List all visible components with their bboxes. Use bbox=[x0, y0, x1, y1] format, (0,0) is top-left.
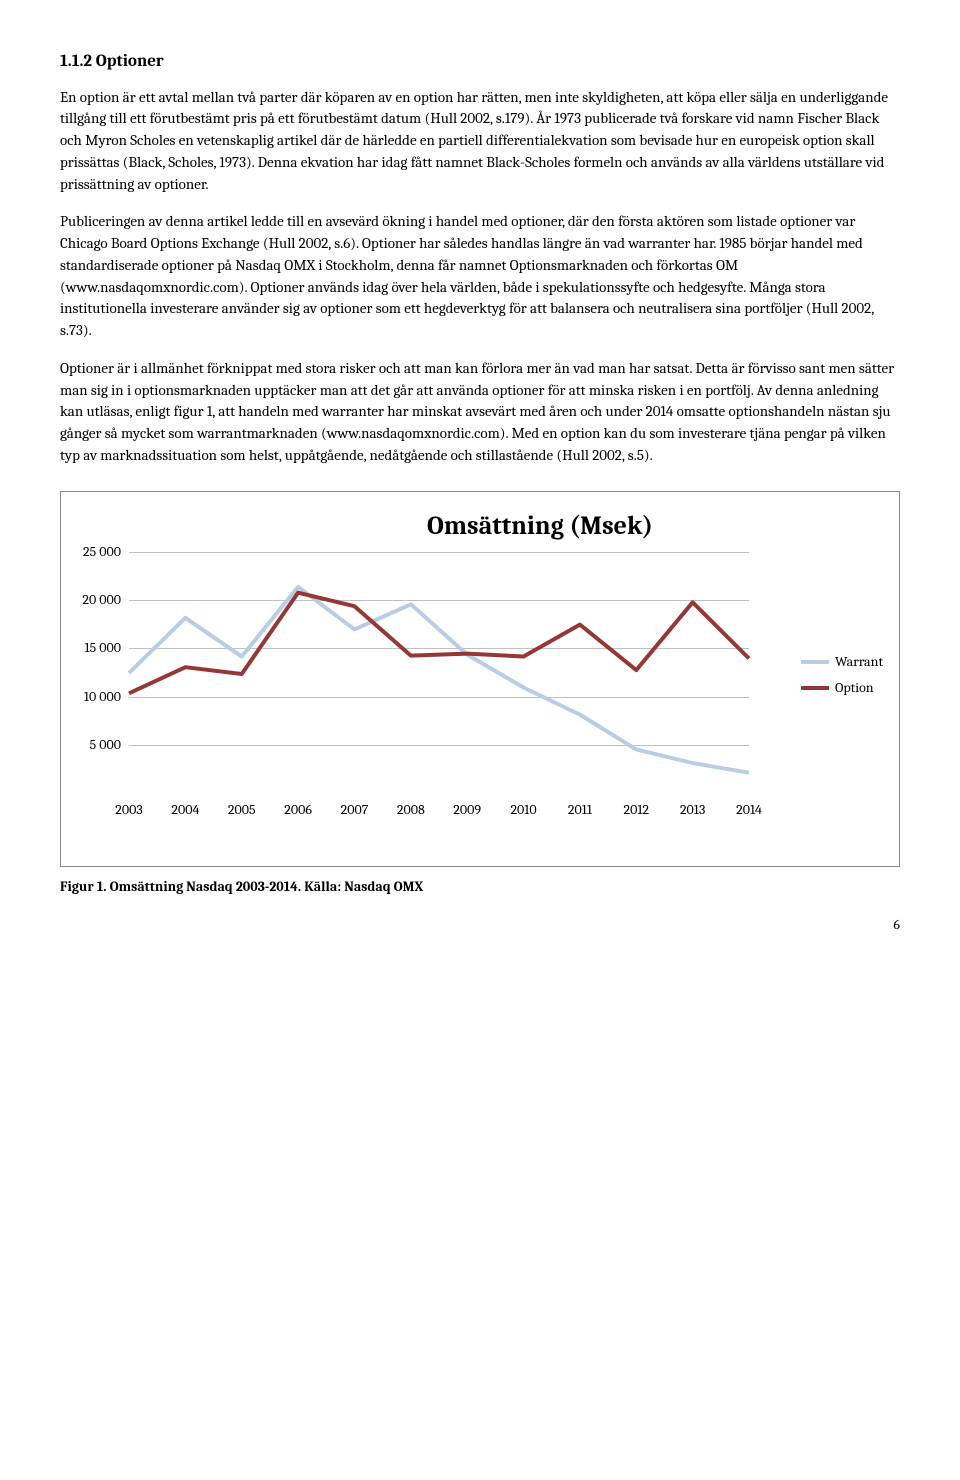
legend-label: Warrant bbox=[835, 652, 883, 672]
x-tick-label: 2005 bbox=[228, 800, 256, 820]
y-tick-label: 25 000 bbox=[83, 541, 121, 561]
section-heading: 1.1.2 Optioner bbox=[60, 50, 900, 75]
paragraph-3: Optioner är i allmänhet förknippat med s… bbox=[60, 358, 900, 467]
x-tick-label: 2008 bbox=[397, 800, 425, 820]
chart-title: Omsättning (Msek) bbox=[197, 508, 883, 546]
x-tick-label: 2009 bbox=[453, 800, 481, 820]
legend-swatch bbox=[801, 660, 829, 664]
figure-caption: Figur 1. Omsättning Nasdaq 2003-2014. Kä… bbox=[60, 877, 900, 897]
y-tick-label: 20 000 bbox=[82, 590, 121, 610]
x-tick-label: 2004 bbox=[171, 800, 199, 820]
x-tick-label: 2012 bbox=[624, 800, 650, 820]
x-tick-label: 2013 bbox=[680, 800, 705, 820]
x-tick-label: 2007 bbox=[341, 800, 369, 820]
paragraph-2: Publiceringen av denna artikel ledde til… bbox=[60, 211, 900, 342]
legend-item-option: Option bbox=[801, 678, 883, 698]
legend-item-warrant: Warrant bbox=[801, 652, 883, 672]
paragraph-1: En option är ett avtal mellan två parter… bbox=[60, 87, 900, 196]
legend-swatch bbox=[801, 686, 829, 690]
x-tick-label: 2003 bbox=[115, 800, 143, 820]
x-tick-label: 2014 bbox=[736, 800, 762, 820]
y-tick-label: 15 000 bbox=[84, 638, 121, 658]
x-tick-label: 2010 bbox=[510, 800, 536, 820]
legend-label: Option bbox=[835, 678, 874, 698]
y-tick-label: 5 000 bbox=[90, 735, 121, 755]
series-warrant bbox=[129, 586, 749, 772]
page-number: 6 bbox=[60, 915, 900, 935]
chart-legend: Warrant Option bbox=[801, 652, 883, 705]
turnover-chart: Omsättning (Msek) 5 00010 00015 00020 00… bbox=[60, 491, 900, 867]
y-tick-label: 10 000 bbox=[84, 687, 121, 707]
x-tick-label: 2011 bbox=[568, 800, 592, 820]
x-tick-label: 2006 bbox=[284, 800, 312, 820]
plot-area: 5 00010 00015 00020 00025 00020032004200… bbox=[129, 552, 749, 794]
